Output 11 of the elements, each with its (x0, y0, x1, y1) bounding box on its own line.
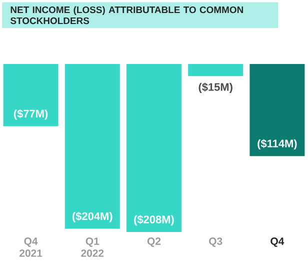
x-tick-label: Q4 2021 (20, 238, 42, 257)
x-tick-label: Q3 (209, 238, 222, 247)
x-tick-label: Q1 2022 (81, 238, 104, 257)
data-label: ($114M) (258, 139, 297, 150)
x-tick-label: Q4 (270, 238, 284, 247)
data-label: ($208M) (134, 215, 174, 226)
x-tick-label: Q2 (147, 238, 161, 247)
chart-title: NET INCOME (LOSS) ATTRIBUTABLE TO COMMON STOCKHOLDERS (10, 6, 243, 24)
data-label: ($15M) (198, 82, 232, 94)
data-label: ($204M) (72, 212, 112, 222)
data-label: ($77M) (14, 109, 48, 120)
